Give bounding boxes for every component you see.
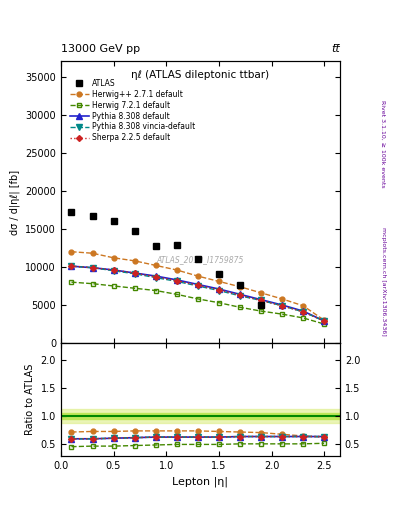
Pythia 8.308 vincia-default xyxy=(195,283,200,289)
Herwig++ 2.7.1 default xyxy=(174,267,179,273)
Herwig 7.2.1 default xyxy=(174,291,179,297)
Text: ηℓ (ATLAS dileptonic ttbar): ηℓ (ATLAS dileptonic ttbar) xyxy=(131,70,270,80)
Pythia 8.308 default xyxy=(153,273,158,279)
ATLAS xyxy=(153,243,158,249)
Pythia 8.308 vincia-default xyxy=(259,297,263,304)
Sherpa 2.2.5 default xyxy=(322,318,327,324)
ATLAS xyxy=(90,213,95,219)
X-axis label: Lepton |η|: Lepton |η| xyxy=(173,476,228,486)
Herwig++ 2.7.1 default xyxy=(259,290,263,296)
Line: Herwig++ 2.7.1 default: Herwig++ 2.7.1 default xyxy=(69,249,327,323)
Pythia 8.308 vincia-default xyxy=(217,287,221,293)
Text: tt̅: tt̅ xyxy=(331,44,340,54)
Pythia 8.308 vincia-default xyxy=(153,274,158,281)
Pythia 8.308 default xyxy=(195,282,200,288)
Sherpa 2.2.5 default xyxy=(174,278,179,284)
Herwig 7.2.1 default xyxy=(259,308,263,314)
ATLAS xyxy=(237,282,242,288)
Pythia 8.308 vincia-default xyxy=(174,279,179,285)
Pythia 8.308 default xyxy=(69,263,74,269)
Y-axis label: Ratio to ATLAS: Ratio to ATLAS xyxy=(25,364,35,435)
Line: Sherpa 2.2.5 default: Sherpa 2.2.5 default xyxy=(69,264,326,323)
Sherpa 2.2.5 default xyxy=(217,287,221,293)
Sherpa 2.2.5 default xyxy=(90,265,95,271)
Pythia 8.308 vincia-default xyxy=(90,265,95,271)
Pythia 8.308 vincia-default xyxy=(322,318,327,324)
Sherpa 2.2.5 default xyxy=(69,263,74,269)
Herwig++ 2.7.1 default xyxy=(237,284,242,290)
Pythia 8.308 vincia-default xyxy=(237,293,242,299)
Herwig 7.2.1 default xyxy=(69,279,74,285)
Pythia 8.308 default xyxy=(259,296,263,303)
Sherpa 2.2.5 default xyxy=(153,274,158,280)
Sherpa 2.2.5 default xyxy=(280,303,285,309)
Herwig++ 2.7.1 default xyxy=(217,279,221,285)
Pythia 8.308 default xyxy=(174,277,179,283)
Pythia 8.308 default xyxy=(217,286,221,292)
Line: Herwig 7.2.1 default: Herwig 7.2.1 default xyxy=(69,280,327,327)
ATLAS xyxy=(69,209,74,215)
Pythia 8.308 default xyxy=(322,318,327,324)
ATLAS xyxy=(132,228,137,234)
Herwig 7.2.1 default xyxy=(280,311,285,317)
ATLAS xyxy=(259,302,263,308)
Line: Pythia 8.308 vincia-default: Pythia 8.308 vincia-default xyxy=(69,263,327,324)
Herwig++ 2.7.1 default xyxy=(280,296,285,302)
Herwig++ 2.7.1 default xyxy=(90,250,95,257)
Herwig 7.2.1 default xyxy=(90,281,95,287)
Herwig 7.2.1 default xyxy=(195,296,200,302)
Pythia 8.308 default xyxy=(280,302,285,308)
Bar xyxy=(61,414,340,419)
Text: 13000 GeV pp: 13000 GeV pp xyxy=(61,44,140,54)
Y-axis label: dσ / d|ηℓ| [fb]: dσ / d|ηℓ| [fb] xyxy=(9,169,20,235)
Sherpa 2.2.5 default xyxy=(132,270,137,276)
Pythia 8.308 vincia-default xyxy=(69,263,74,269)
Herwig++ 2.7.1 default xyxy=(132,258,137,264)
Herwig++ 2.7.1 default xyxy=(301,303,305,309)
Text: Rivet 3.1.10, ≥ 100k events: Rivet 3.1.10, ≥ 100k events xyxy=(381,99,386,187)
Sherpa 2.2.5 default xyxy=(195,282,200,288)
Herwig++ 2.7.1 default xyxy=(69,249,74,255)
Sherpa 2.2.5 default xyxy=(301,309,305,315)
ATLAS xyxy=(174,242,179,248)
ATLAS xyxy=(195,256,200,262)
Sherpa 2.2.5 default xyxy=(237,292,242,298)
Herwig++ 2.7.1 default xyxy=(322,317,327,323)
Herwig 7.2.1 default xyxy=(132,285,137,291)
Pythia 8.308 default xyxy=(90,265,95,271)
Herwig 7.2.1 default xyxy=(322,321,327,327)
Herwig 7.2.1 default xyxy=(111,283,116,289)
Line: ATLAS: ATLAS xyxy=(68,209,264,308)
Herwig++ 2.7.1 default xyxy=(195,273,200,279)
Sherpa 2.2.5 default xyxy=(111,267,116,273)
Pythia 8.308 vincia-default xyxy=(111,268,116,274)
Herwig 7.2.1 default xyxy=(153,287,158,293)
Pythia 8.308 vincia-default xyxy=(132,271,137,277)
Herwig 7.2.1 default xyxy=(217,300,221,306)
Pythia 8.308 default xyxy=(111,267,116,273)
Herwig++ 2.7.1 default xyxy=(111,255,116,261)
Text: mcplots.cern.ch [arXiv:1306.3436]: mcplots.cern.ch [arXiv:1306.3436] xyxy=(381,227,386,336)
Text: ATLAS_2019_I1759875: ATLAS_2019_I1759875 xyxy=(157,255,244,264)
Pythia 8.308 default xyxy=(301,308,305,314)
Pythia 8.308 default xyxy=(237,291,242,297)
Pythia 8.308 vincia-default xyxy=(280,303,285,309)
ATLAS xyxy=(217,271,221,277)
ATLAS xyxy=(111,218,116,224)
Pythia 8.308 vincia-default xyxy=(301,309,305,315)
Herwig 7.2.1 default xyxy=(237,304,242,310)
Legend: ATLAS, Herwig++ 2.7.1 default, Herwig 7.2.1 default, Pythia 8.308 default, Pythi: ATLAS, Herwig++ 2.7.1 default, Herwig 7.… xyxy=(68,76,198,145)
Bar xyxy=(61,410,340,423)
Herwig++ 2.7.1 default xyxy=(153,262,158,268)
Herwig 7.2.1 default xyxy=(301,315,305,321)
Sherpa 2.2.5 default xyxy=(259,297,263,304)
Pythia 8.308 default xyxy=(132,270,137,276)
Line: Pythia 8.308 default: Pythia 8.308 default xyxy=(69,263,327,324)
